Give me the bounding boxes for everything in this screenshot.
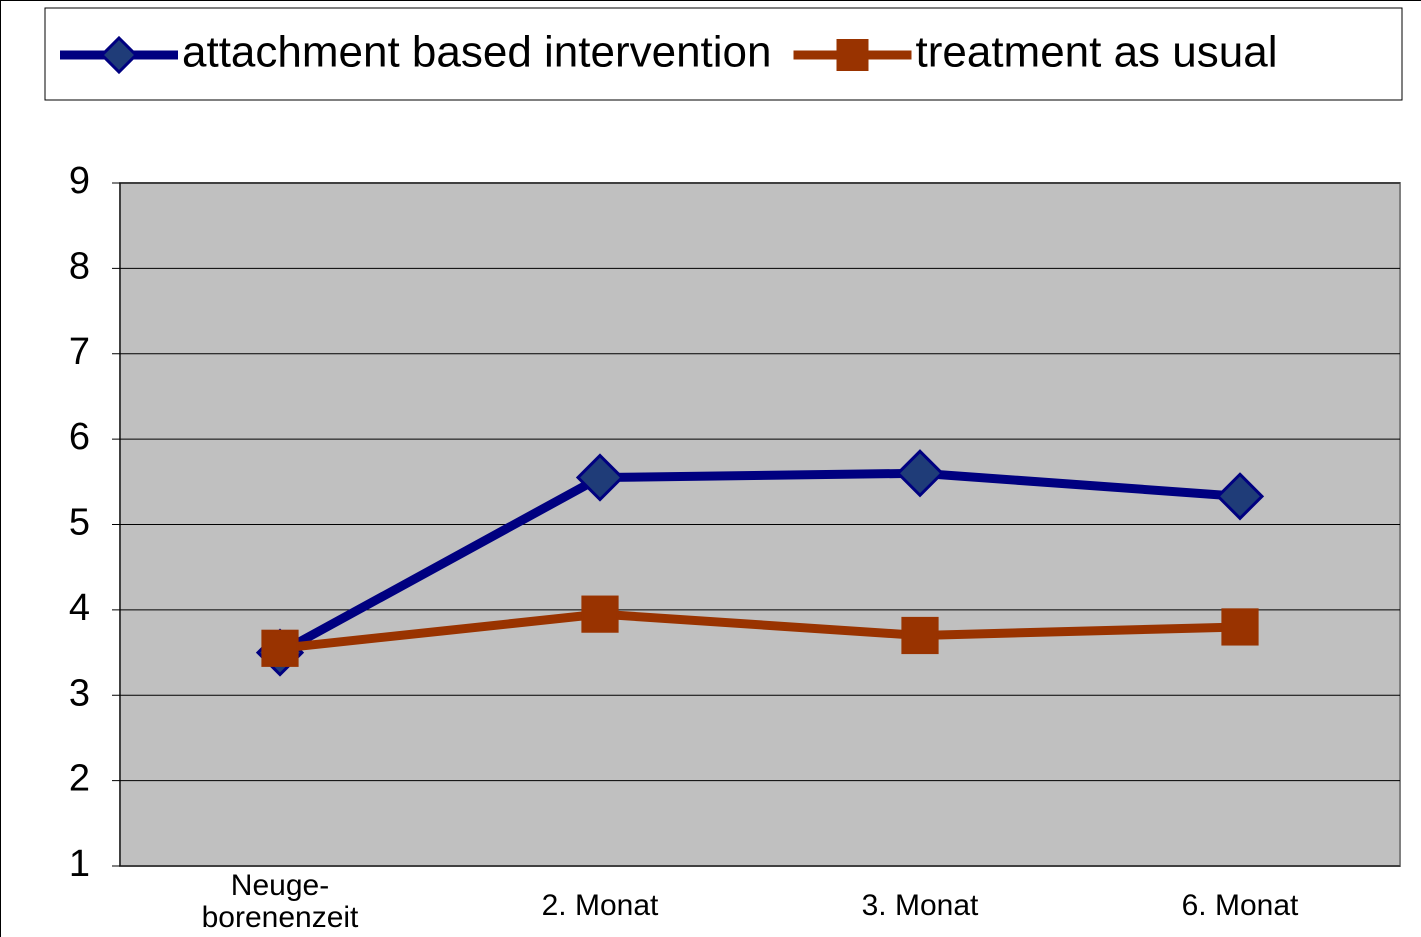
y-tick-label: 7: [69, 331, 90, 373]
data-point: [1215, 472, 1265, 521]
y-tick-label: 4: [69, 587, 90, 629]
y-tick-label: 8: [69, 245, 90, 287]
data-point: [895, 449, 945, 498]
y-tick-label: 2: [69, 758, 90, 800]
data-point: [1221, 608, 1259, 646]
legend-label: treatment as usual: [916, 28, 1278, 77]
x-tick-label: 3. Monat: [861, 889, 979, 922]
series-line: [279, 609, 1241, 653]
x-tick-label: 6. Monat: [1181, 889, 1299, 922]
legend-marker: [836, 39, 869, 71]
x-tick-label: 2. Monat: [541, 889, 659, 922]
legend-marker: [99, 35, 139, 75]
data-point: [901, 616, 939, 655]
y-tick-label: 3: [69, 672, 90, 714]
data-point: [581, 595, 619, 633]
y-tick-label: 1: [69, 843, 90, 885]
y-tick-label: 6: [69, 416, 90, 458]
y-tick-label: 5: [69, 502, 90, 544]
data-point: [261, 629, 299, 667]
legend-box: [44, 7, 1403, 101]
data-point: [575, 453, 625, 502]
series-line: [277, 468, 1241, 657]
legend-label: attachment based intervention: [182, 28, 772, 77]
x-tick-label: Neuge- borenenzeit: [201, 869, 359, 934]
y-tick-label: 9: [69, 160, 90, 202]
